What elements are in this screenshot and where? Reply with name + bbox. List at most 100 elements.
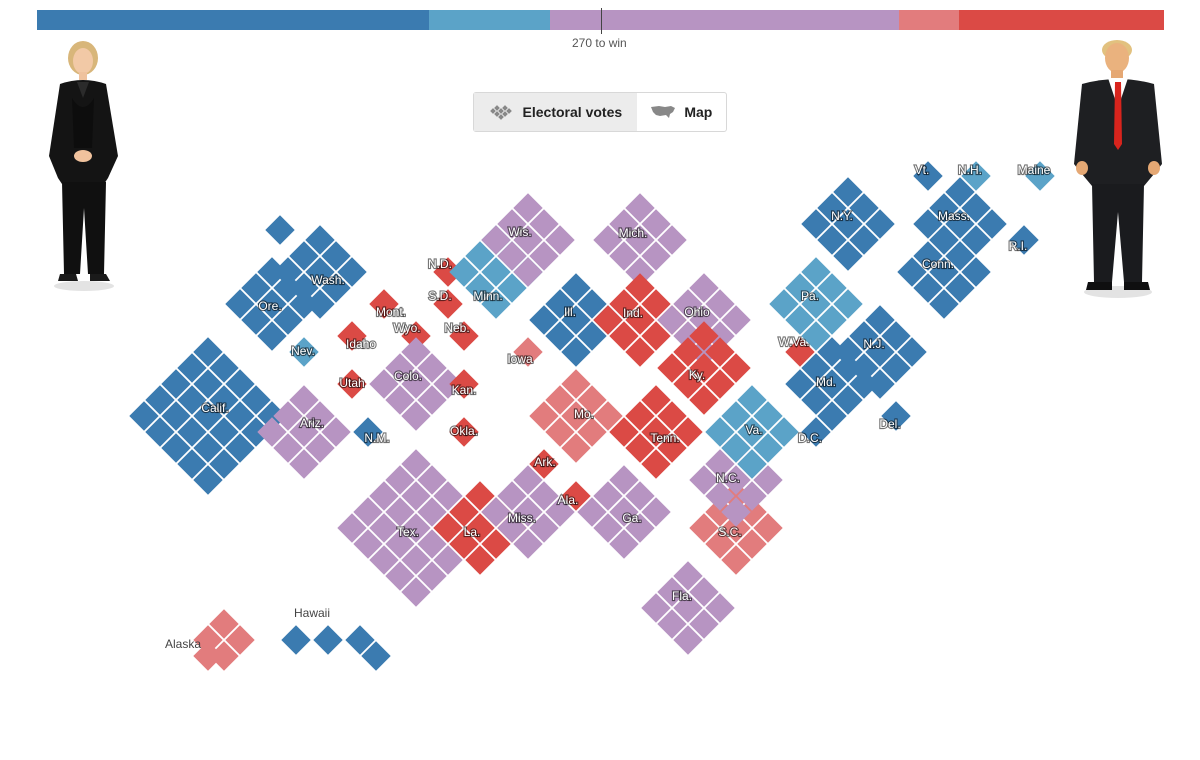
state-tile[interactable] bbox=[433, 369, 463, 399]
state-tile[interactable] bbox=[801, 257, 831, 287]
state-tile[interactable] bbox=[241, 305, 271, 335]
state-tile[interactable] bbox=[753, 465, 783, 495]
state-tile[interactable] bbox=[689, 273, 719, 303]
state-tile[interactable] bbox=[193, 625, 223, 655]
state-tile[interactable] bbox=[545, 321, 575, 351]
state-tile[interactable] bbox=[801, 289, 831, 319]
state-tile[interactable] bbox=[513, 193, 543, 223]
state-tile[interactable] bbox=[641, 241, 671, 271]
state-tile[interactable] bbox=[849, 369, 879, 399]
state-tile[interactable] bbox=[145, 385, 175, 415]
state-tile[interactable] bbox=[945, 273, 975, 303]
state-tile[interactable] bbox=[673, 561, 703, 591]
state-tile[interactable] bbox=[817, 369, 847, 399]
state-tile[interactable] bbox=[657, 401, 687, 431]
state-tile[interactable] bbox=[609, 241, 639, 271]
state-tile[interactable] bbox=[705, 529, 735, 559]
state-tile[interactable] bbox=[657, 225, 687, 255]
state-tile[interactable] bbox=[321, 417, 351, 447]
state-tile[interactable] bbox=[433, 545, 463, 575]
state-tile[interactable] bbox=[449, 497, 479, 527]
state-tile[interactable] bbox=[577, 289, 607, 319]
state-tile[interactable] bbox=[785, 305, 815, 335]
state-tile[interactable] bbox=[257, 401, 287, 431]
state-tile[interactable] bbox=[561, 305, 591, 335]
state-tile[interactable] bbox=[193, 641, 223, 671]
state-tile[interactable] bbox=[513, 337, 543, 367]
state-tile[interactable] bbox=[737, 481, 767, 511]
state-tile[interactable] bbox=[289, 273, 319, 303]
state-tile[interactable] bbox=[865, 369, 895, 399]
state-tile[interactable] bbox=[289, 385, 319, 415]
state-tile[interactable] bbox=[689, 465, 719, 495]
state-tile[interactable] bbox=[177, 449, 207, 479]
state-tile[interactable] bbox=[945, 177, 975, 207]
state-tile[interactable] bbox=[353, 529, 383, 559]
state-tile[interactable] bbox=[529, 401, 559, 431]
state-tile[interactable] bbox=[801, 209, 831, 239]
state-tile[interactable] bbox=[401, 513, 431, 543]
state-tile[interactable] bbox=[177, 417, 207, 447]
state-tile[interactable] bbox=[361, 641, 391, 671]
state-tile[interactable] bbox=[561, 337, 591, 367]
state-tile[interactable] bbox=[657, 577, 687, 607]
state-tile[interactable] bbox=[305, 257, 335, 287]
state-tile[interactable] bbox=[289, 289, 319, 319]
state-tile[interactable] bbox=[289, 417, 319, 447]
state-tile[interactable] bbox=[929, 289, 959, 319]
state-tile[interactable] bbox=[449, 369, 479, 399]
state-tile[interactable] bbox=[273, 273, 303, 303]
state-tile[interactable] bbox=[225, 433, 255, 463]
state-tile[interactable] bbox=[145, 417, 175, 447]
state-tile[interactable] bbox=[385, 497, 415, 527]
state-tile[interactable] bbox=[209, 609, 239, 639]
state-tile[interactable] bbox=[737, 497, 767, 527]
state-tile[interactable] bbox=[721, 353, 751, 383]
state-tile[interactable] bbox=[257, 417, 287, 447]
state-tile[interactable] bbox=[497, 273, 527, 303]
state-tile[interactable] bbox=[177, 353, 207, 383]
state-tile[interactable] bbox=[529, 209, 559, 239]
state-tile[interactable] bbox=[769, 417, 799, 447]
state-tile[interactable] bbox=[673, 417, 703, 447]
state-tile[interactable] bbox=[209, 353, 239, 383]
state-tile[interactable] bbox=[529, 241, 559, 271]
state-tile[interactable] bbox=[721, 305, 751, 335]
state-tile[interactable] bbox=[641, 289, 671, 319]
state-tile[interactable] bbox=[433, 481, 463, 511]
state-tile[interactable] bbox=[865, 337, 895, 367]
state-tile[interactable] bbox=[881, 353, 911, 383]
state-tile[interactable] bbox=[801, 353, 831, 383]
state-tile[interactable] bbox=[289, 449, 319, 479]
state-tile[interactable] bbox=[673, 369, 703, 399]
state-tile[interactable] bbox=[721, 465, 751, 495]
map-option[interactable]: Map bbox=[637, 93, 726, 131]
state-tile[interactable] bbox=[817, 193, 847, 223]
state-tile[interactable] bbox=[689, 337, 719, 367]
state-tile[interactable] bbox=[225, 289, 255, 319]
state-tile[interactable] bbox=[609, 209, 639, 239]
state-tile[interactable] bbox=[305, 289, 335, 319]
state-tile[interactable] bbox=[705, 337, 735, 367]
state-tile[interactable] bbox=[513, 465, 543, 495]
state-tile[interactable] bbox=[401, 577, 431, 607]
state-tile[interactable] bbox=[625, 273, 655, 303]
state-tile[interactable] bbox=[305, 433, 335, 463]
state-tile[interactable] bbox=[673, 321, 703, 351]
state-tile[interactable] bbox=[465, 513, 495, 543]
state-tile[interactable] bbox=[265, 215, 295, 245]
state-tile[interactable] bbox=[577, 385, 607, 415]
state-tile[interactable] bbox=[209, 385, 239, 415]
state-tile[interactable] bbox=[657, 609, 687, 639]
state-tile[interactable] bbox=[737, 417, 767, 447]
state-tile[interactable] bbox=[401, 401, 431, 431]
state-tile[interactable] bbox=[513, 257, 543, 287]
state-tile[interactable] bbox=[705, 497, 735, 527]
state-tile[interactable] bbox=[1025, 161, 1055, 191]
state-tile[interactable] bbox=[769, 289, 799, 319]
state-tile[interactable] bbox=[705, 321, 735, 351]
state-tile[interactable] bbox=[849, 225, 879, 255]
state-tile[interactable] bbox=[625, 225, 655, 255]
state-tile[interactable] bbox=[641, 209, 671, 239]
state-tile[interactable] bbox=[849, 321, 879, 351]
